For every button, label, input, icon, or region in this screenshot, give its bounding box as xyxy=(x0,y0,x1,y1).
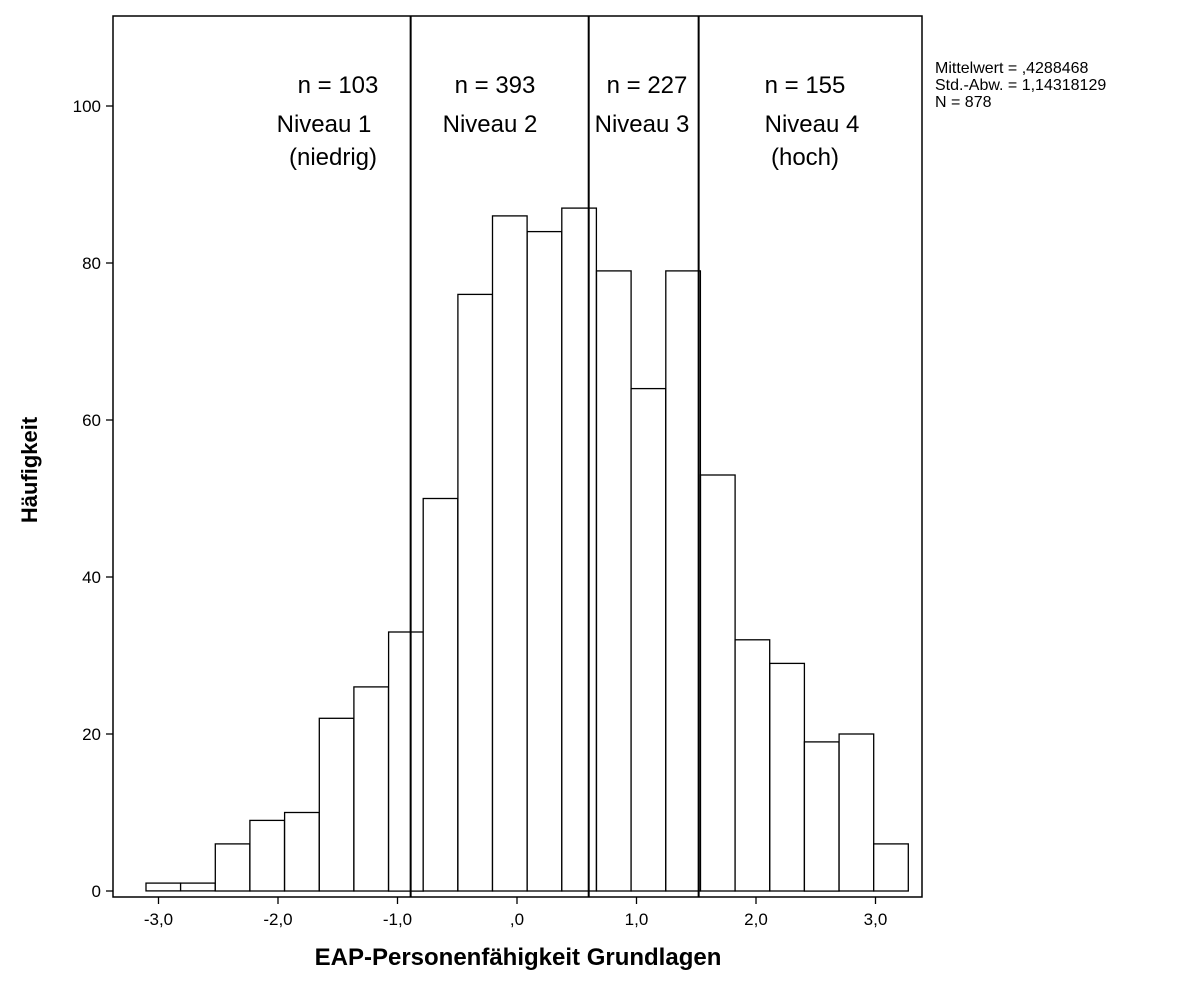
level-4-name: Niveau 4 xyxy=(765,111,860,138)
level-1-count: n = 103 xyxy=(298,72,379,99)
y-tick-label: 60 xyxy=(82,411,101,430)
histogram-bar-21 xyxy=(838,733,875,892)
level-1-name: Niveau 1 xyxy=(277,111,372,138)
histogram-bar-12 xyxy=(526,230,563,892)
histogram-bar-14 xyxy=(595,270,632,892)
histogram-bar-9 xyxy=(422,497,459,892)
y-tick-label: 0 xyxy=(92,882,101,901)
x-tick-label: 1,0 xyxy=(625,910,649,929)
histogram-bar-18 xyxy=(734,639,771,892)
stat-mean: Mittelwert = ,4288468 xyxy=(935,60,1089,77)
y-tick-label: 20 xyxy=(82,725,101,744)
histogram-bar-17 xyxy=(699,474,736,892)
histogram-bar-3 xyxy=(214,843,251,892)
x-tick-label: 3,0 xyxy=(864,910,888,929)
x-tick-label: ,0 xyxy=(510,910,524,929)
level-cutoff-lines xyxy=(409,16,700,897)
histogram-bar-15 xyxy=(630,387,667,892)
histogram-bar-22 xyxy=(873,843,909,892)
x-tick-label: 2,0 xyxy=(744,910,768,929)
y-axis-label: Häufigkeit xyxy=(17,416,42,524)
x-tick-label: -2,0 xyxy=(263,910,292,929)
x-tick-label: -1,0 xyxy=(383,910,412,929)
histogram-bar-13 xyxy=(561,207,598,892)
histogram-bar-4 xyxy=(249,819,286,892)
histogram-bar-2 xyxy=(179,882,216,892)
statistics-box: Mittelwert = ,4288468 Std.-Abw. = 1,1431… xyxy=(935,60,1106,111)
y-tick-label: 100 xyxy=(73,97,101,116)
level-1-sub: (niedrig) xyxy=(289,144,377,171)
y-tick-label: 40 xyxy=(82,568,101,587)
histogram-bar-10 xyxy=(457,293,494,892)
histogram-bar-19 xyxy=(769,662,806,892)
level-3-name: Niveau 3 xyxy=(595,111,690,138)
bars-layer xyxy=(145,207,909,892)
x-axis-label: EAP-Personenfähigkeit Grundlagen xyxy=(314,944,722,971)
histogram-bar-20 xyxy=(803,741,840,892)
level-4-count: n = 155 xyxy=(765,72,846,99)
histogram-bar-8 xyxy=(387,631,424,892)
stat-n: N = 878 xyxy=(935,94,992,111)
histogram-bar-16 xyxy=(665,270,702,892)
stat-sd: Std.-Abw. = 1,14318129 xyxy=(935,77,1107,94)
level-4-sub: (hoch) xyxy=(771,144,839,171)
x-tick-label: -3,0 xyxy=(144,910,173,929)
axis-ticks: 0 20 40 60 80 100 -3,0 -2,0 -1,0 ,0 1,0 2,0 3,0 xyxy=(73,97,888,929)
histogram-bar-11 xyxy=(491,215,528,892)
histogram-bar-7 xyxy=(353,686,390,892)
level-annotations: n = 103 Niveau 1 (niedrig) n = 393 Niveau 2 n… xyxy=(277,72,860,171)
level-2-count: n = 393 xyxy=(455,72,536,99)
histogram-bar-1 xyxy=(145,882,182,892)
histogram-bar-5 xyxy=(283,811,320,892)
y-tick-label: 80 xyxy=(82,254,101,273)
level-3-count: n = 227 xyxy=(607,72,688,99)
histogram-bar-6 xyxy=(318,717,355,892)
level-2-name: Niveau 2 xyxy=(443,111,538,138)
